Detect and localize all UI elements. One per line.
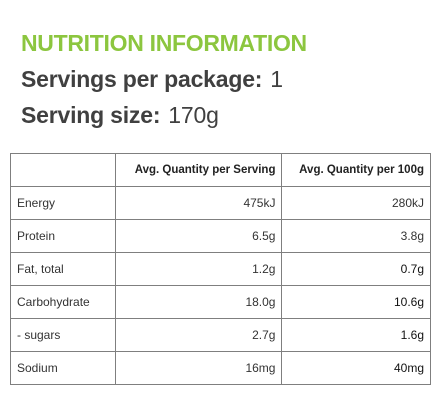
nutrient-name: - sugars [9,318,117,352]
per-100g-value: 1.6g [281,318,431,352]
per-serving-value: 16mg [115,351,283,385]
nutrient-name: Carbohydrate [9,285,117,319]
table-row: Carbohydrate 18.0g 10.6g [9,285,431,319]
page-title: NUTRITION INFORMATION [21,30,307,56]
per-serving-value: 2.7g [115,318,283,352]
per-100g-value: 3.8g [281,219,431,253]
nutrient-name: Energy [9,186,117,220]
per-100g-value: 280kJ [281,186,431,220]
table-row: Energy 475kJ 280kJ [9,186,431,220]
per-serving-value: 18.0g [115,285,283,319]
servings-label: Servings per package: [21,66,263,92]
table-row: Sodium 16mg 40mg [9,351,431,385]
per-serving-value: 6.5g [115,219,283,253]
header-nutrient [9,153,117,187]
servings-value: 1 [270,66,283,92]
per-100g-value: 10.6g [281,285,431,319]
serving-size-label: Serving size: [21,102,161,128]
table-row: - sugars 2.7g 1.6g [9,318,431,352]
per-serving-value: 1.2g [115,252,283,286]
header-per-serving: Avg. Quantity per Serving [115,153,283,187]
nutrient-name: Fat, total [9,252,117,286]
per-100g-value: 40mg [281,351,431,385]
servings-per-package: Servings per package: 1 [21,66,283,93]
nutrient-name: Protein [9,219,117,253]
table-row: Protein 6.5g 3.8g [9,219,431,253]
serving-size-value: 170g [168,102,219,128]
serving-size: Serving size: 170g [21,102,219,129]
nutrient-name: Sodium [9,351,117,385]
nutrition-table: Avg. Quantity per Serving Avg. Quantity … [9,153,431,385]
header-per-100g: Avg. Quantity per 100g [281,153,431,187]
per-100g-value: 0.7g [281,252,431,286]
table-header-row: Avg. Quantity per Serving Avg. Quantity … [9,153,431,187]
table-row: Fat, total 1.2g 0.7g [9,252,431,286]
per-serving-value: 475kJ [115,186,283,220]
